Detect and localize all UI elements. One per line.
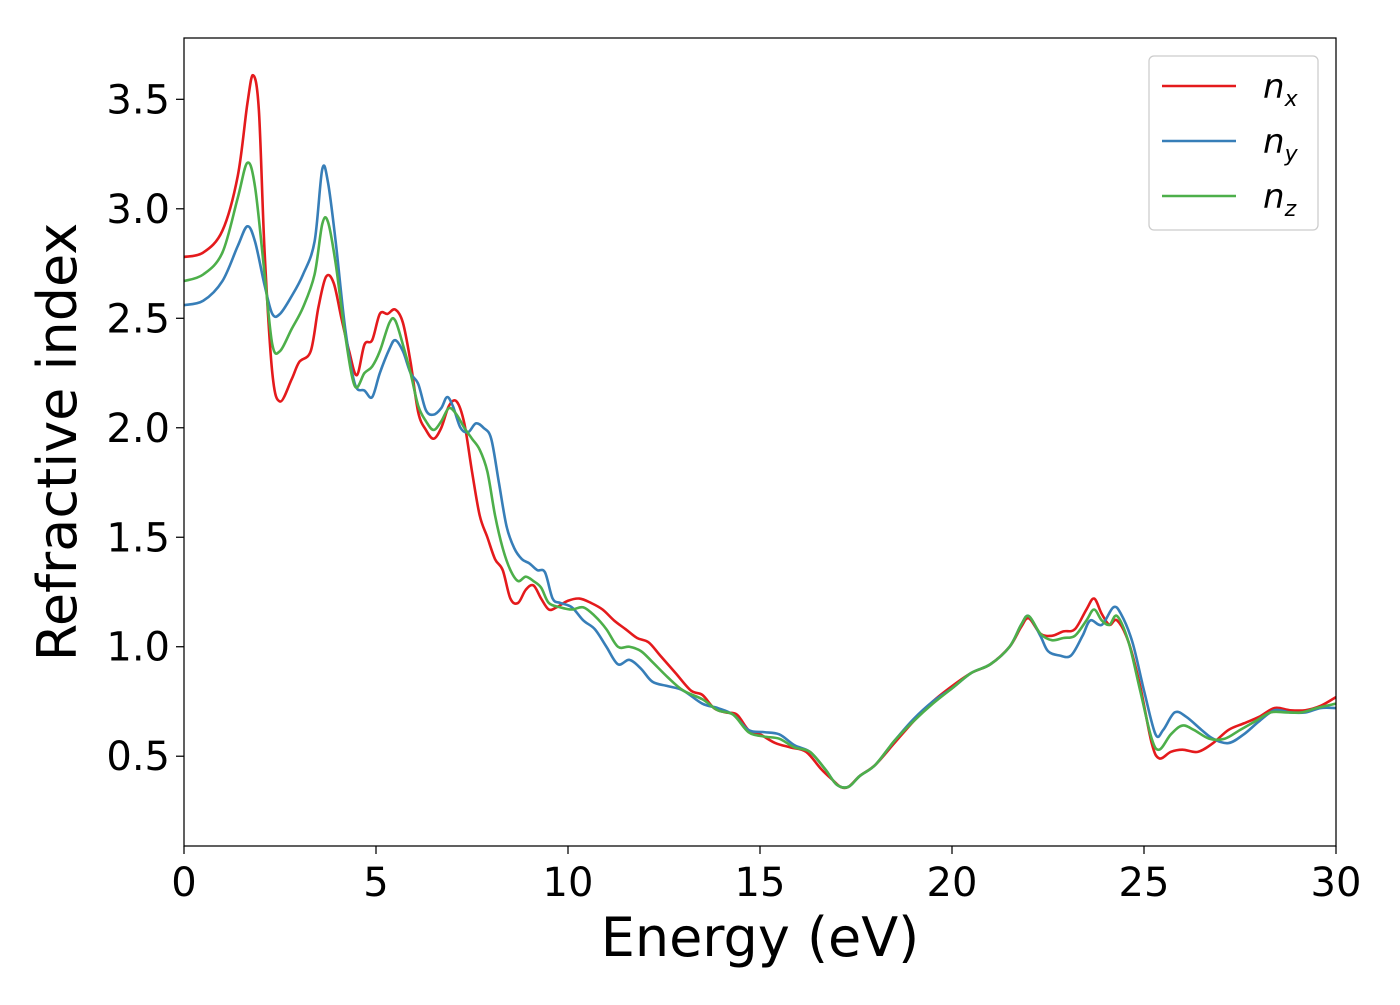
legend-box [1148,55,1319,231]
series-layer [184,73,1336,790]
x-axis-title: Energy (eV) [601,906,920,969]
x-tick-label: 20 [927,860,978,906]
y-tick-label: 2.5 [106,296,170,342]
x-tick-label: 10 [543,860,594,906]
x-axis-ticks: 0 5 10 15 20 25 30 [171,846,1361,906]
y-tick-label: 1.0 [106,625,170,671]
y-tick-label: 0.5 [106,734,170,780]
y-tick-label: 1.5 [106,515,170,561]
x-tick-label: 5 [363,860,388,906]
series-line-z [184,161,1336,789]
series-line-y [184,164,1336,789]
x-tick-label: 15 [735,860,786,906]
x-tick-label: 30 [1311,860,1362,906]
y-tick-label: 2.0 [106,406,170,452]
y-tick-label: 3.5 [106,77,170,123]
x-tick-label: 25 [1119,860,1170,906]
x-tick-label: 0 [171,860,196,906]
y-tick-label: 3.0 [106,187,170,233]
y-axis-title: Refractive index [26,223,89,662]
y-axis-ticks: 0.5 1.0 1.5 2.0 2.5 3.0 3.5 [106,77,184,780]
legend-label-z: nz [1263,177,1297,222]
